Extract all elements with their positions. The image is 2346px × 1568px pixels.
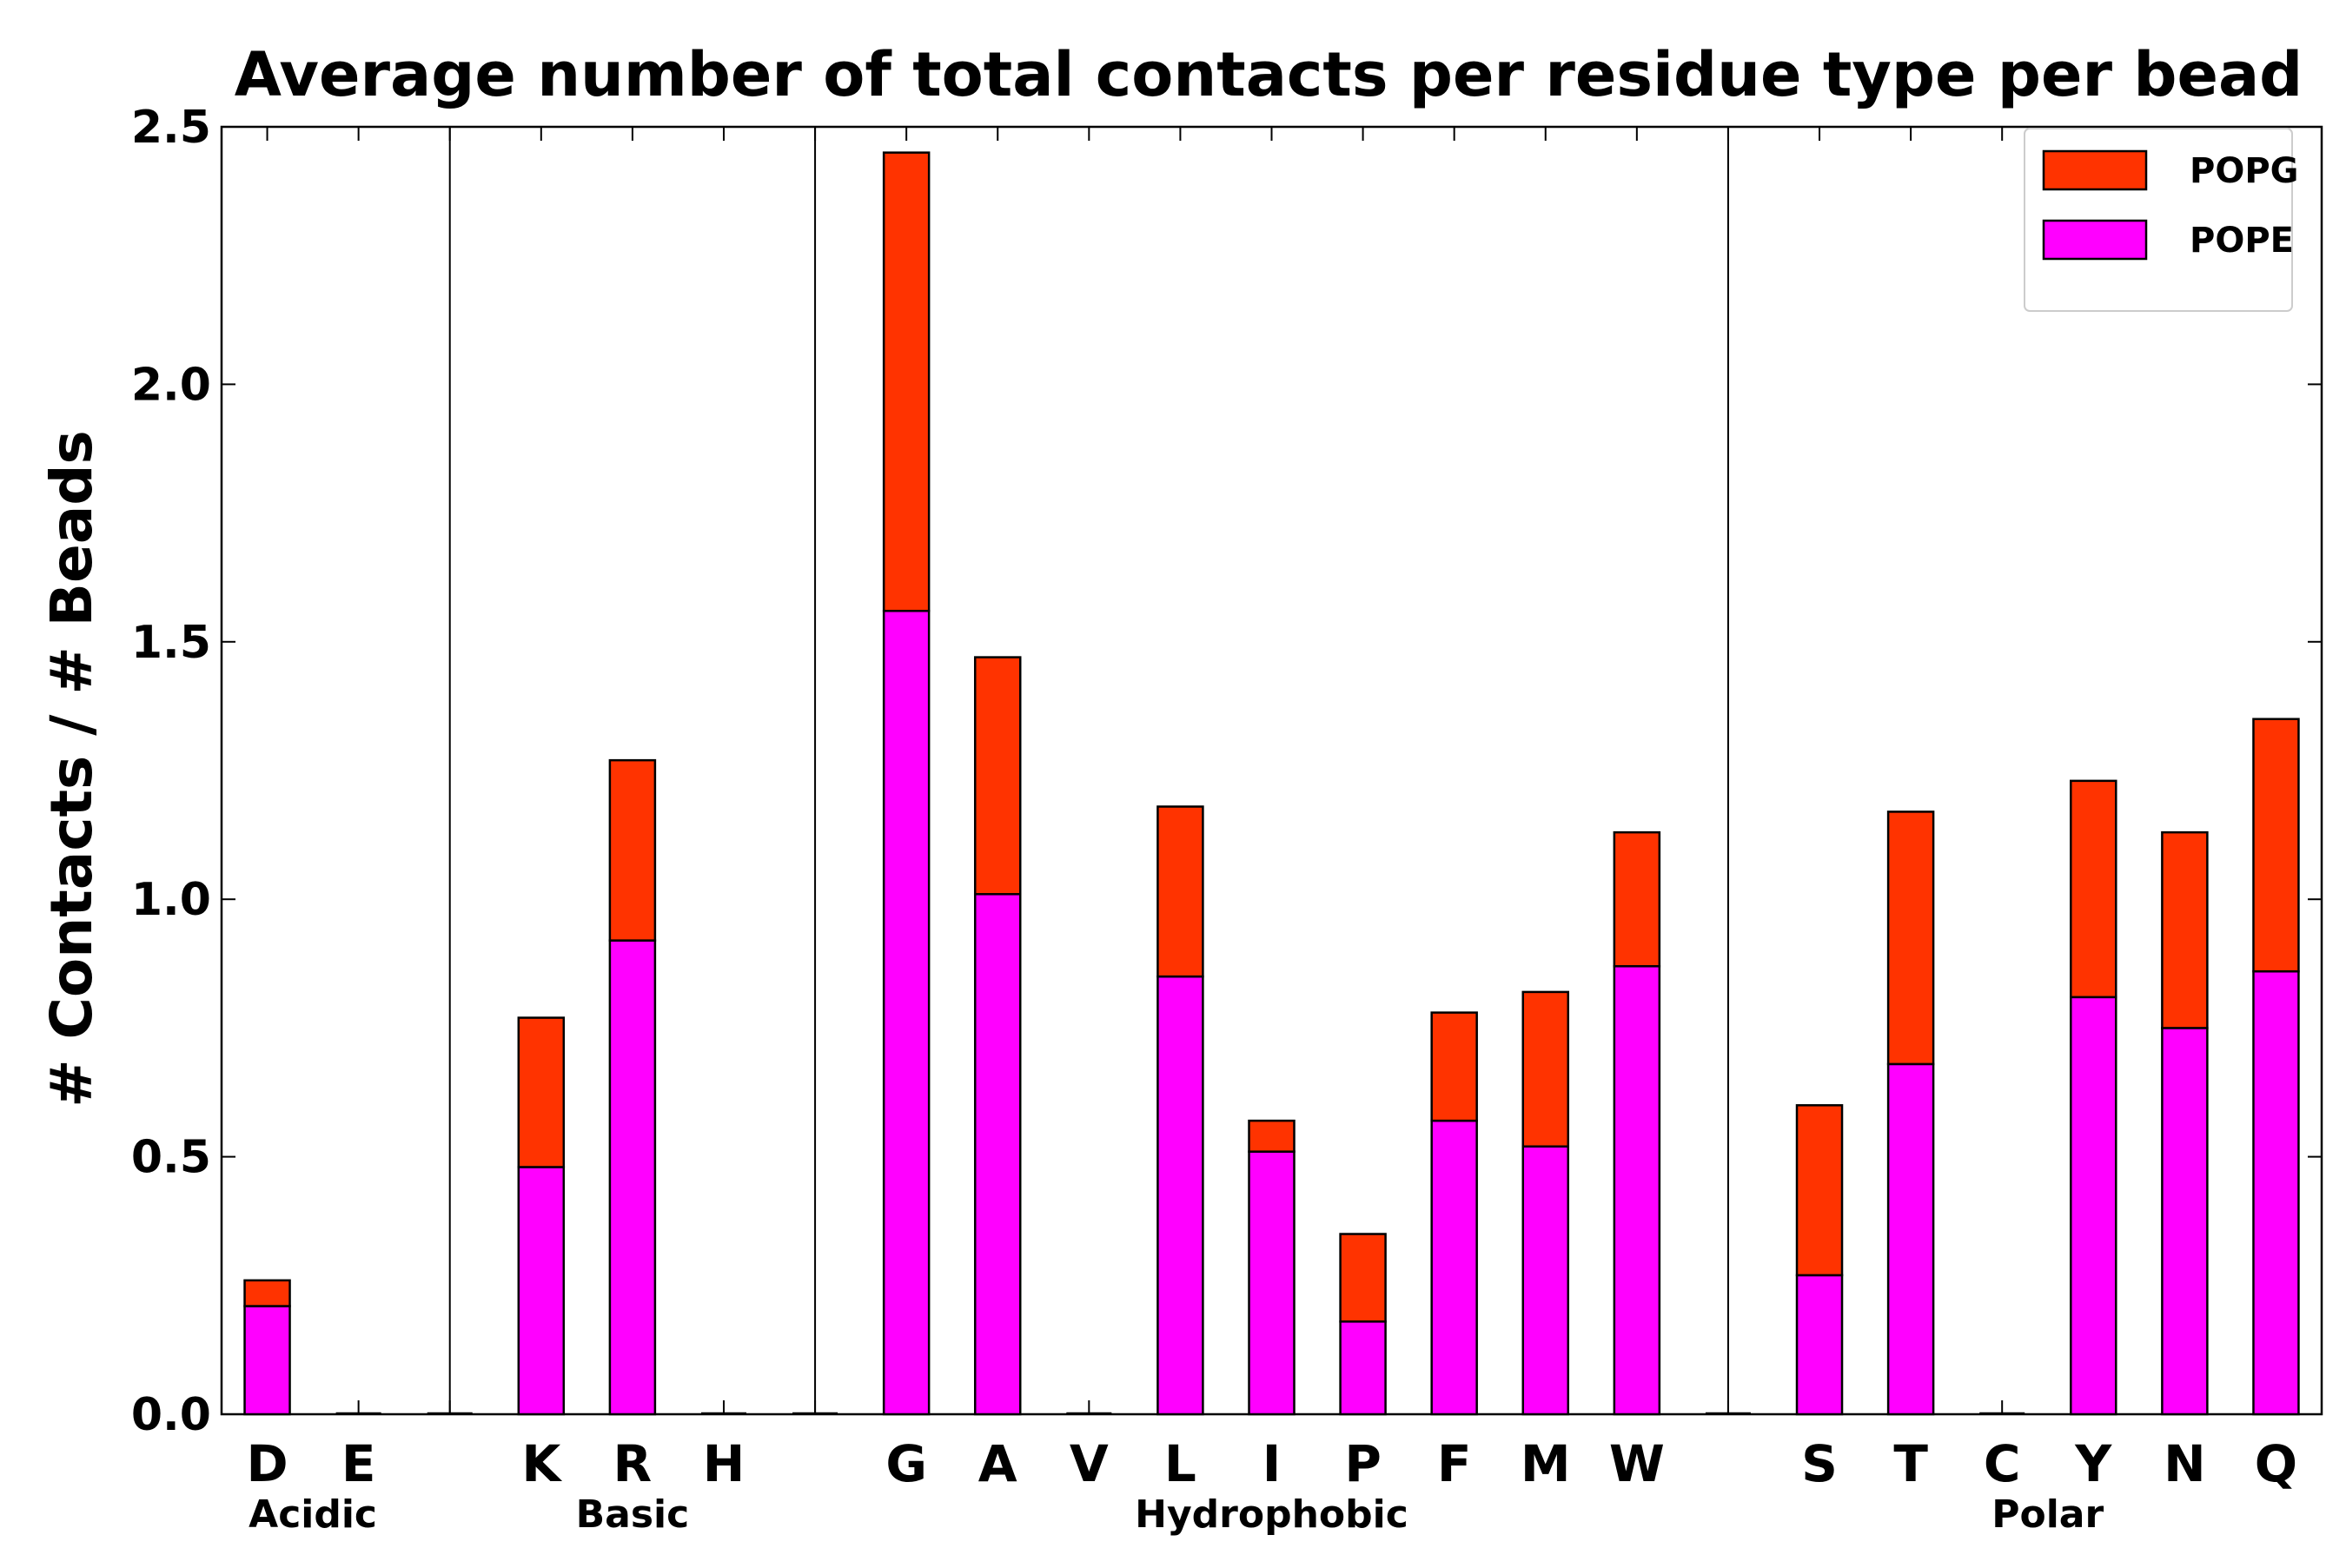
bar-popg-G (882, 151, 931, 612)
y-tick-label: 0.0 (131, 1389, 211, 1441)
bar-pope-T (1886, 1062, 1935, 1416)
x-tick-label-Y: Y (2074, 1434, 2112, 1493)
legend-swatch-popg (2042, 149, 2148, 191)
bar-pope-A (973, 893, 1022, 1416)
group-label-hydrophobic: Hydrophobic (1135, 1492, 1408, 1537)
legend-label-pope: POPE (2190, 221, 2294, 261)
bar-popg-Q (2252, 718, 2300, 973)
x-tick-label-G: G (885, 1434, 927, 1493)
bar-pope-F (1430, 1119, 1478, 1416)
bar-pope-M (1521, 1145, 1570, 1416)
bar-popg-M (1521, 990, 1570, 1148)
plot-area: 0.0 0.5 1.0 1.5 2.0 2.5 D E K R H G A V L I P F M W S T C Y N Q Ac… (131, 102, 2323, 1537)
bar-popg-F (1430, 1011, 1478, 1122)
bar-popg-A (973, 656, 1022, 896)
bar-pope-W (1613, 965, 1661, 1416)
legend-label-popg: POPG (2190, 151, 2298, 191)
bar-pope-S (1795, 1274, 1844, 1416)
x-tick-label-I: I (1262, 1434, 1282, 1493)
bar-pope-R (608, 939, 657, 1416)
bar-popg-L (1156, 805, 1204, 978)
y-tick-label: 2.5 (131, 102, 211, 154)
x-tick-label-N: N (2164, 1434, 2206, 1493)
group-label-polar: Polar (1991, 1492, 2104, 1537)
y-axis-label: # Contacts / # Beads (38, 430, 105, 1108)
bar-popg-T (1886, 810, 1935, 1066)
group-label-acidic: Acidic (249, 1492, 377, 1537)
bar-popg-S (1795, 1104, 1844, 1277)
x-tick-label-C: C (1984, 1434, 2021, 1493)
bar-pope-Y (2070, 996, 2117, 1416)
x-tick-label-W: W (1609, 1434, 1665, 1493)
legend: POPG POPE (2024, 128, 2298, 312)
bar-pope-P (1339, 1320, 1387, 1416)
chart-title: Average number of total contacts per res… (235, 39, 2303, 110)
x-tick-label-Q: Q (2255, 1434, 2297, 1493)
x-tick-label-F: F (1437, 1434, 1472, 1493)
x-tick-label-L: L (1164, 1434, 1196, 1493)
y-tick-label: 1.0 (131, 874, 211, 926)
x-tick-label-S: S (1801, 1434, 1838, 1493)
legend-swatch-pope (2042, 219, 2148, 261)
y-tick-label: 1.5 (131, 617, 211, 669)
bar-popg-Y (2070, 779, 2117, 999)
bar-popg-D (243, 1279, 291, 1307)
x-tick-label-T: T (1893, 1434, 1928, 1493)
x-tick-label-K: K (521, 1434, 562, 1493)
group-label-basic: Basic (576, 1492, 690, 1537)
x-tick-label-M: M (1521, 1434, 1571, 1493)
y-tick-label: 2.0 (131, 359, 211, 411)
bar-pope-N (2161, 1027, 2209, 1416)
bar-popg-P (1339, 1233, 1387, 1323)
bar-pope-I (1248, 1150, 1296, 1416)
x-tick-label-P: P (1344, 1434, 1382, 1493)
bar-pope-D (243, 1305, 291, 1416)
bar-popg-K (517, 1016, 566, 1168)
bar-pope-K (517, 1166, 566, 1416)
bar-popg-I (1248, 1119, 1296, 1153)
bar-popg-N (2161, 830, 2209, 1029)
x-tick-label-D: D (246, 1434, 288, 1493)
bar-pope-L (1156, 975, 1204, 1416)
bar-popg-W (1613, 830, 1661, 968)
x-tick-label-V: V (1070, 1434, 1109, 1493)
bar-popg-R (608, 758, 657, 942)
bar-pope-G (882, 609, 931, 1416)
y-tick-label: 0.5 (131, 1132, 211, 1184)
bar-pope-Q (2252, 969, 2300, 1416)
x-tick-label-E: E (341, 1434, 376, 1493)
x-tick-label-A: A (978, 1434, 1017, 1493)
x-tick-label-R: R (613, 1434, 653, 1493)
x-tick-label-H: H (703, 1434, 746, 1493)
